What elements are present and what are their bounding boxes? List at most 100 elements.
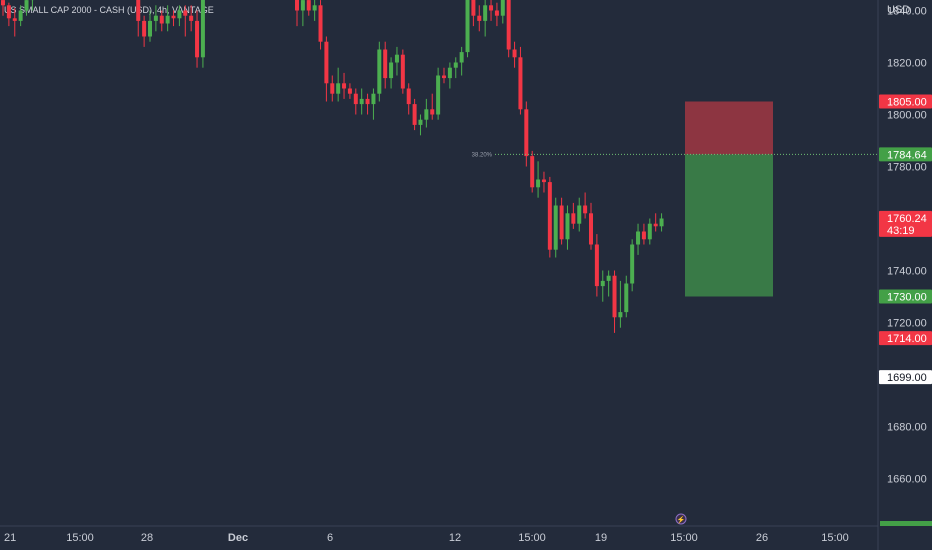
candles-layer <box>1 0 664 333</box>
svg-text:43:19: 43:19 <box>887 225 915 237</box>
candle-body <box>494 10 499 16</box>
candle <box>359 88 364 115</box>
candle <box>183 5 188 37</box>
x-tick-label: 15:00 <box>670 532 698 544</box>
candle-body <box>524 109 529 157</box>
candle <box>641 223 646 245</box>
candle <box>300 0 305 27</box>
candle-body <box>318 5 323 42</box>
candle <box>571 202 576 229</box>
candle <box>494 2 499 27</box>
candle <box>512 41 517 68</box>
stop-loss-zone[interactable] <box>685 101 773 155</box>
candle-body <box>641 231 646 240</box>
candle <box>489 0 494 21</box>
price-label-green: 1730.00 <box>879 289 932 304</box>
price-label-red: 1714.00 <box>879 331 932 346</box>
candle <box>541 171 546 193</box>
candle <box>371 88 376 120</box>
currency-label[interactable]: USD <box>887 4 910 16</box>
goto-realtime-icon[interactable]: ⚡ <box>675 513 687 525</box>
candle-body <box>636 231 641 245</box>
position-overlay[interactable]: 38.20% <box>472 101 878 297</box>
candle <box>430 93 435 120</box>
candle-body <box>406 88 411 105</box>
candle <box>177 5 182 27</box>
candle <box>594 234 599 297</box>
candle <box>353 88 358 115</box>
candle-body <box>177 10 182 19</box>
x-tick-label: 6 <box>327 532 333 544</box>
chart-title: US SMALL CAP 2000 - CASH (USD), 4h, VANT… <box>4 5 214 15</box>
candle-body <box>1 0 5 6</box>
candle-body <box>136 0 141 21</box>
candle-body <box>447 67 452 79</box>
y-tick-label: 1800.00 <box>887 110 927 122</box>
candle-body <box>506 0 511 50</box>
candle <box>6 2 11 27</box>
candle <box>559 197 564 245</box>
candle-body <box>324 41 329 84</box>
candle <box>312 0 317 21</box>
candle-body <box>530 156 535 188</box>
candle-body <box>195 20 200 58</box>
candle-body <box>559 205 564 240</box>
candle-body <box>424 109 429 120</box>
candle-body <box>442 75 446 79</box>
candle <box>624 275 629 318</box>
candle <box>442 67 446 84</box>
candle-body <box>18 10 23 21</box>
candle-body <box>553 205 558 250</box>
candle <box>347 83 352 99</box>
y-tick-label: 1820.00 <box>887 58 927 70</box>
x-tick-label: 28 <box>141 532 153 544</box>
candle-body <box>189 15 194 21</box>
svg-text:1730.00: 1730.00 <box>887 292 927 304</box>
x-tick-label: 12 <box>449 532 461 544</box>
candle <box>383 41 388 89</box>
candle-body <box>383 49 388 79</box>
candle <box>630 239 635 292</box>
candle-body <box>612 275 617 318</box>
y-tick-label: 1660.00 <box>887 474 927 486</box>
svg-text:1784.64: 1784.64 <box>887 149 927 161</box>
candle-body <box>171 15 176 19</box>
candle-body <box>571 213 576 224</box>
candle-body <box>312 5 317 11</box>
candle <box>547 176 552 258</box>
candle-body <box>647 223 652 240</box>
candle-body <box>589 213 593 245</box>
y-tick-label: 1740.00 <box>887 266 927 278</box>
volume-marker <box>880 521 932 526</box>
candle <box>136 0 141 37</box>
candle-body <box>606 275 611 281</box>
x-tick-label: 26 <box>756 532 768 544</box>
y-tick-label: 1680.00 <box>887 422 927 434</box>
candle <box>459 46 464 76</box>
svg-text:⚡: ⚡ <box>677 515 686 524</box>
candle-body <box>547 182 552 250</box>
y-tick-label: 1720.00 <box>887 318 927 330</box>
y-tick-label: 1840.00 <box>887 6 927 18</box>
candle <box>618 280 623 328</box>
candle <box>477 5 482 32</box>
candle <box>583 192 588 219</box>
candle-body <box>24 0 29 11</box>
svg-text:1699.00: 1699.00 <box>887 372 927 384</box>
candle-body <box>600 280 605 287</box>
candle <box>24 0 29 16</box>
candle <box>394 46 399 76</box>
candle-body <box>465 0 470 53</box>
time-axis[interactable]: 21 15:00 28 Dec 6 12 15:00 19 15:00 26 15:00 <box>4 532 849 544</box>
candle-body <box>6 5 11 19</box>
candle-body <box>12 18 17 21</box>
candle-body <box>453 62 458 68</box>
candle <box>12 7 17 37</box>
candle <box>153 5 158 32</box>
candle <box>306 0 311 16</box>
candle <box>18 5 23 27</box>
take-profit-zone[interactable] <box>685 154 773 297</box>
candle <box>636 223 641 255</box>
